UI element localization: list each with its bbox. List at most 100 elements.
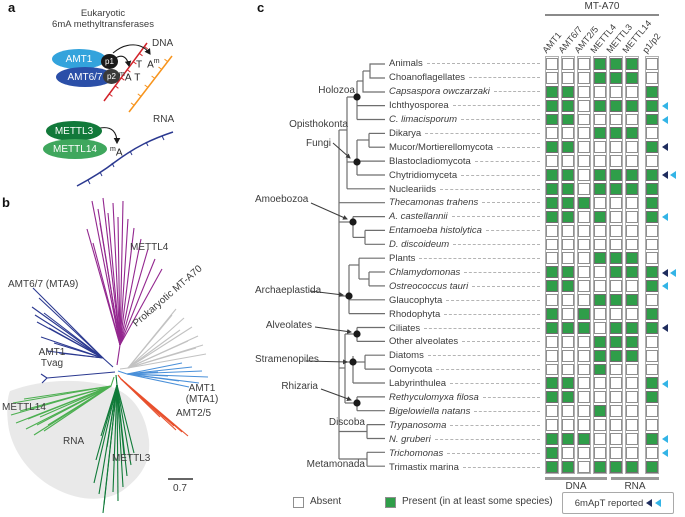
taxon-row: Trimastix marina [389,460,543,474]
present-cell [594,58,606,70]
absent-cell [626,419,638,432]
absent-cell [546,349,558,362]
present-cell [626,183,638,195]
taxon-row: Rethyculomyxa filosa [389,391,543,405]
present-cell [546,113,558,126]
absent-cell [626,113,638,126]
absent-cell [562,58,574,70]
taxon-row: Labyrinthulea [389,377,543,391]
present-cell [610,294,622,307]
absent-cell [562,446,574,459]
p1-subunit: p1 [101,54,118,69]
6mapt-reported-arrows [662,115,668,124]
6mapt-reported-arrows [662,449,668,458]
p1-label: p1 [105,57,114,66]
absent-cell [562,238,574,251]
taxon-row: C. limacisporum [389,113,543,127]
present-cell [546,446,558,459]
leader-line [462,466,540,468]
absent-cell [594,433,606,445]
absent-cell [610,446,622,459]
present-cell [562,266,574,279]
leader-line [493,91,540,93]
taxon-row: Ciliates [389,321,543,335]
taxon-row: Mucor/Mortierellomycota [389,140,543,154]
taxon-label: Rhodophyta [389,308,441,320]
absent-cell [562,127,574,140]
absent-cell [578,405,590,418]
absent-cell [594,280,606,293]
present-cell [646,196,658,209]
absent-cell [546,335,558,348]
leader-line [427,355,540,357]
taxon-row: Plants [389,252,543,266]
present-cell [610,349,622,362]
absent-cell [610,308,622,320]
present-cell [646,391,658,404]
absent-cell [610,280,622,293]
absent-cell [626,85,638,98]
absent-cell [546,155,558,168]
taxon-label: Chlamydomonas [389,266,461,278]
taxon-label: Dikarya [389,127,422,139]
taxon-label: Chytridiomyceta [389,169,458,181]
leader-line [426,63,540,65]
taxon-label: A. castellannii [389,211,448,223]
absent-cell [578,391,590,404]
absent-cell [626,405,638,418]
panel-a-diagram [76,42,174,187]
absent-cell [646,335,658,348]
leader-line [419,258,540,260]
absent-cell [610,141,622,154]
taxon-row: Bigelowiella natans [389,405,543,419]
cyan-arrow-icon [662,282,668,291]
absent-cell [578,349,590,362]
leader-line [464,271,540,273]
present-cell [610,58,622,70]
panel-b-letter: b [2,195,10,210]
present-cell [562,85,574,98]
absent-cell [626,446,638,459]
absent-cell [578,71,590,84]
dna-strand-red [103,42,148,102]
absent-cell [594,141,606,154]
present-cell [562,196,574,209]
present-cell [646,321,658,334]
taxon-row: Ostreococcus tauri [389,279,543,293]
group-pointer-arrows [305,142,352,401]
clade-label-amt1-mta1: AMT1 (MTA1) [185,383,219,405]
absent-cell [578,419,590,432]
absent-cell [546,127,558,140]
cyan-arrow-icon [662,379,668,388]
amt67-label: AMT6/7 [67,71,103,83]
absent-cell [546,252,558,265]
clade-prokaryotic-mta70 [119,308,207,370]
present-cell [546,308,558,320]
matrix-column [625,56,639,474]
panel-a-title-line1: Eukaryotic [80,8,126,19]
leader-line [447,452,540,454]
taxon-label: Nucleariids [389,183,436,195]
absent-cell [562,71,574,84]
group-label-stramenopiles: Stramenopiles [255,354,319,365]
matrix-column [561,56,575,474]
present-cell [646,377,658,390]
present-cell [610,71,622,84]
absent-cell [578,377,590,390]
absent-cell [646,446,658,459]
absent-cell [646,294,658,307]
mettl14-label: METTL14 [53,143,97,155]
p2-subunit: p2 [103,69,120,84]
present-cell [626,266,638,279]
present-cell [646,460,658,473]
taxon-row: Chlamydomonas [389,266,543,280]
present-cell [546,391,558,404]
present-cell [610,266,622,279]
present-cell [646,141,658,154]
cyan-arrow-icon [662,115,668,124]
absent-cell [578,238,590,251]
present-cell [562,377,574,390]
absent-cell [610,85,622,98]
absent-cell [626,363,638,376]
absent-cell [546,238,558,251]
